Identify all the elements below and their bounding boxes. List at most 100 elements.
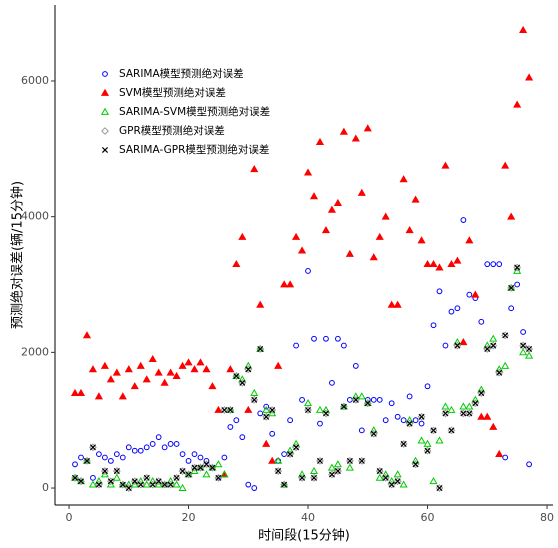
point bbox=[430, 427, 437, 434]
point bbox=[441, 402, 450, 410]
point bbox=[179, 468, 186, 475]
point bbox=[244, 365, 253, 374]
point bbox=[203, 458, 210, 464]
point bbox=[143, 474, 150, 481]
point bbox=[112, 467, 121, 475]
point bbox=[309, 192, 319, 200]
point bbox=[363, 399, 372, 408]
point bbox=[125, 444, 132, 451]
point bbox=[208, 463, 217, 471]
point bbox=[262, 412, 271, 421]
point bbox=[118, 480, 127, 489]
point bbox=[119, 481, 126, 488]
point bbox=[160, 378, 169, 386]
point bbox=[77, 478, 85, 485]
point bbox=[333, 467, 342, 475]
point bbox=[411, 456, 420, 464]
point bbox=[95, 480, 103, 489]
point bbox=[101, 454, 108, 461]
x-tick-label: 20 bbox=[182, 511, 196, 524]
point bbox=[454, 342, 461, 349]
point bbox=[388, 400, 395, 407]
point bbox=[262, 439, 271, 447]
point bbox=[459, 402, 468, 410]
point bbox=[136, 361, 145, 369]
point bbox=[119, 454, 126, 461]
point bbox=[339, 402, 348, 411]
point bbox=[316, 457, 324, 464]
point bbox=[351, 134, 360, 142]
point bbox=[507, 283, 516, 291]
point bbox=[154, 368, 163, 376]
point bbox=[459, 337, 468, 346]
point bbox=[244, 405, 253, 413]
point bbox=[251, 485, 258, 491]
point bbox=[76, 477, 86, 485]
point bbox=[118, 480, 127, 488]
point bbox=[465, 402, 474, 410]
point bbox=[280, 280, 289, 288]
point bbox=[352, 396, 359, 403]
point bbox=[507, 212, 516, 220]
point bbox=[471, 399, 480, 408]
point bbox=[227, 424, 234, 430]
point bbox=[239, 379, 246, 386]
point bbox=[161, 444, 168, 451]
point bbox=[305, 268, 311, 274]
point bbox=[448, 308, 455, 315]
legend-symbol bbox=[101, 127, 109, 135]
point bbox=[275, 468, 282, 475]
y-tick-label: 2000 bbox=[21, 345, 49, 358]
point bbox=[220, 406, 229, 414]
point bbox=[441, 409, 450, 418]
point bbox=[280, 480, 289, 489]
x-axis-title: 时间段(15分钟) bbox=[258, 528, 350, 544]
point bbox=[381, 473, 390, 482]
point bbox=[71, 474, 79, 481]
point bbox=[430, 322, 437, 329]
point bbox=[269, 430, 276, 437]
point bbox=[484, 345, 491, 352]
point bbox=[293, 342, 299, 349]
point bbox=[369, 429, 378, 438]
point bbox=[513, 263, 522, 272]
point bbox=[82, 331, 92, 339]
point bbox=[327, 463, 336, 471]
point bbox=[202, 365, 211, 373]
point bbox=[363, 124, 372, 132]
point bbox=[196, 463, 205, 472]
point bbox=[113, 468, 120, 475]
point bbox=[309, 466, 319, 474]
point bbox=[436, 288, 443, 295]
point bbox=[89, 443, 97, 452]
legend-symbol bbox=[101, 146, 109, 154]
point bbox=[387, 477, 396, 485]
point bbox=[286, 446, 295, 454]
point bbox=[185, 458, 192, 464]
point bbox=[339, 127, 348, 135]
point bbox=[394, 478, 401, 485]
point bbox=[184, 470, 193, 479]
point bbox=[315, 137, 325, 145]
point bbox=[460, 410, 467, 417]
point bbox=[525, 345, 534, 353]
point bbox=[292, 232, 301, 240]
point bbox=[310, 473, 318, 482]
point bbox=[208, 463, 217, 472]
point bbox=[106, 477, 115, 486]
point bbox=[298, 473, 306, 482]
legend-label: GPR模型预测绝对误差 bbox=[119, 124, 225, 137]
point bbox=[221, 406, 228, 414]
point bbox=[160, 480, 169, 489]
point bbox=[268, 409, 277, 417]
point bbox=[435, 263, 444, 271]
point bbox=[137, 447, 144, 454]
point bbox=[184, 470, 193, 478]
point bbox=[502, 454, 509, 461]
point bbox=[88, 480, 98, 488]
point bbox=[305, 406, 312, 414]
point bbox=[292, 439, 301, 447]
point bbox=[251, 396, 258, 403]
point bbox=[357, 188, 366, 196]
